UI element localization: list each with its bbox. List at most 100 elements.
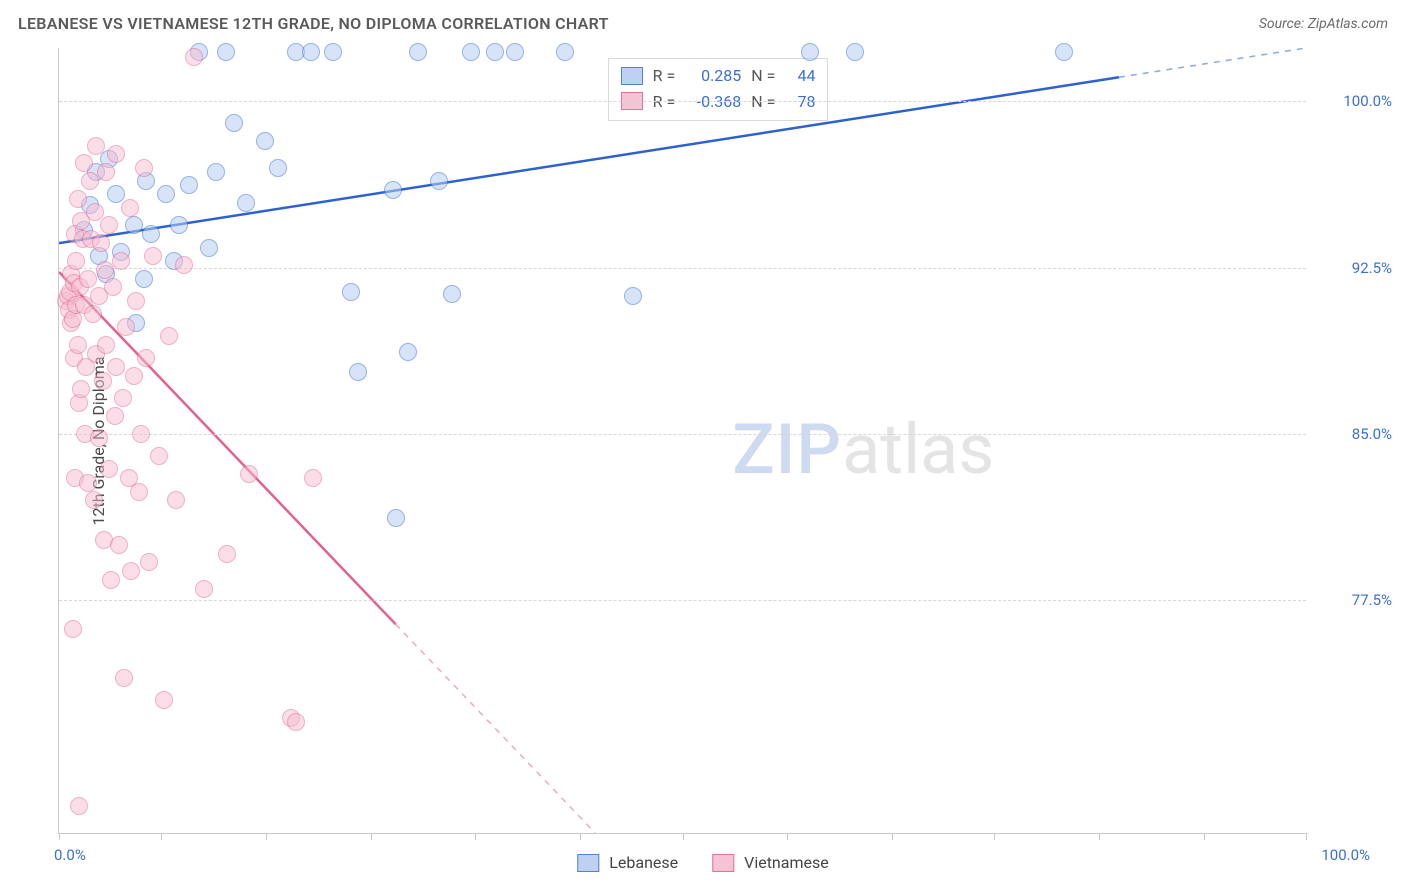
data-point [342,283,360,301]
data-point [81,172,99,190]
x-tick [1099,833,1100,840]
data-point [110,536,128,554]
r-value: 0.285 [685,63,741,89]
n-label: N = [751,63,775,89]
data-point [69,190,87,208]
legend-swatch [712,854,734,872]
x-tick [892,833,893,840]
watermark-zip: ZIP [732,409,842,491]
x-axis-min-label: 0.0% [54,846,86,864]
data-point [144,247,162,265]
data-point [64,620,82,638]
data-point [160,327,178,345]
data-point [150,447,168,465]
data-point [486,43,504,61]
x-tick [994,833,995,840]
data-point [85,491,103,509]
y-tick-label: 100.0% [1312,92,1392,110]
data-point [127,292,145,310]
data-point [237,194,255,212]
data-point [430,172,448,190]
data-point [107,145,125,163]
data-point [801,43,819,61]
legend-swatch [577,854,599,872]
x-tick [59,833,60,840]
x-axis-max-label: 100.0% [1321,846,1370,864]
data-point [349,363,367,381]
x-tick [787,833,788,840]
data-point [100,216,118,234]
data-point [846,43,864,61]
data-point [102,571,120,589]
data-point [324,43,342,61]
data-point [90,429,108,447]
data-point [84,305,102,323]
y-tick-label: 92.5% [1312,259,1392,277]
data-point [72,380,90,398]
data-point [387,509,405,527]
data-point [443,285,461,303]
data-point [121,199,139,217]
data-point [87,137,105,155]
x-tick [371,833,372,840]
data-point [69,336,87,354]
data-point [79,474,97,492]
data-point [142,225,160,243]
data-point [97,336,115,354]
gridline-h [59,434,1306,435]
data-point [132,425,150,443]
data-point [269,159,287,177]
legend-label: Vietnamese [744,853,829,872]
chart-title: LEBANESE VS VIETNAMESE 12TH GRADE, NO DI… [18,14,609,33]
data-point [112,252,130,270]
source-label: Source: ZipAtlas.com [1259,16,1388,32]
plot-area: 12th Grade, No Diploma ZIPatlas R =0.285… [58,48,1306,834]
x-tick [1204,833,1205,840]
legend-item: Vietnamese [712,853,829,872]
data-point [218,545,236,563]
data-point [287,713,305,731]
data-point [155,691,173,709]
data-point [304,469,322,487]
data-point [117,318,135,336]
data-point [556,43,574,61]
data-point [70,797,88,815]
data-point [384,181,402,199]
gridline-h [59,600,1306,601]
data-point [135,159,153,177]
correlation-legend: R =0.285N =44R =-0.368N =78 [608,58,829,121]
y-tick-label: 85.0% [1312,425,1392,443]
trend-line-dashed [396,624,596,833]
data-point [100,460,118,478]
data-point [185,48,203,66]
data-point [1055,43,1073,61]
data-point [180,176,198,194]
data-point [75,154,93,172]
x-tick [683,833,684,840]
data-point [122,562,140,580]
x-tick [580,833,581,840]
data-point [104,278,122,296]
data-point [140,553,158,571]
watermark: ZIPatlas [732,409,994,491]
data-point [409,43,427,61]
data-point [97,163,115,181]
data-point [175,256,193,274]
data-point [115,669,133,687]
trend-line-dashed [1119,48,1306,77]
data-point [624,287,642,305]
data-point [462,43,480,61]
data-point [130,483,148,501]
data-point [135,270,153,288]
data-point [106,407,124,425]
data-point [225,114,243,132]
data-point [167,491,185,509]
data-point [506,43,524,61]
data-point [137,349,155,367]
data-point [125,367,143,385]
series-legend: LebaneseVietnamese [577,853,828,872]
data-point [399,343,417,361]
data-point [67,252,85,270]
data-point [92,234,110,252]
r-label: R = [653,63,676,89]
